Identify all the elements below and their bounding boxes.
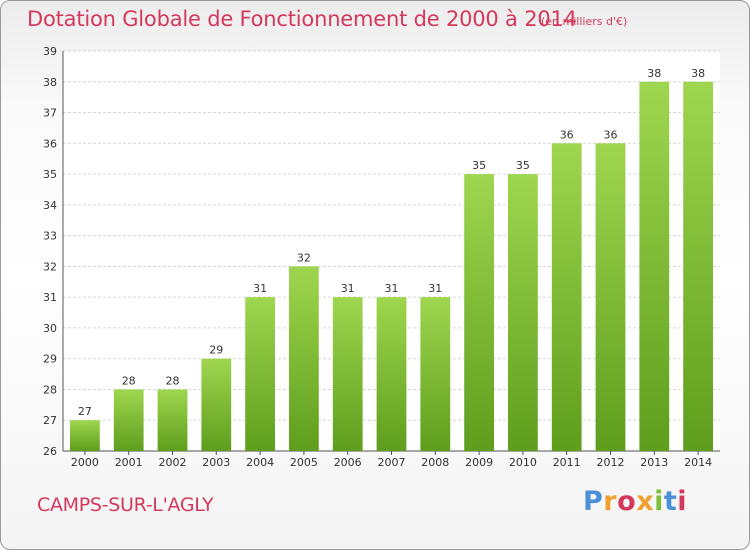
data-label: 35 <box>516 159 530 172</box>
bar <box>508 174 538 452</box>
y-tick-label: 33 <box>43 230 57 243</box>
bar <box>551 143 582 452</box>
x-tick-label: 2014 <box>684 456 712 469</box>
y-tick-label: 26 <box>43 445 57 458</box>
y-tick-label: 27 <box>43 414 57 427</box>
bar <box>683 81 713 452</box>
bar <box>70 420 100 451</box>
data-label: 32 <box>297 251 311 264</box>
proxiti-logo: Proxiti <box>583 486 687 517</box>
x-tick-label: 2008 <box>421 456 449 469</box>
logo-letter: o <box>617 486 637 517</box>
labels-layer: 26 27 28 29 30 31 32 33 34 35 36 37 38 39 27 2000 28 2001… <box>43 45 712 469</box>
commune-name: CAMPS-SUR-L'AGLY <box>37 494 214 516</box>
data-label: 38 <box>691 67 705 80</box>
y-tick-label: 29 <box>43 353 57 366</box>
data-label: 38 <box>647 67 661 80</box>
bar <box>289 266 319 451</box>
y-tick-label: 30 <box>43 322 57 335</box>
x-tick-label: 2005 <box>290 456 318 469</box>
y-tick-label: 36 <box>43 137 57 150</box>
x-tick-label: 2009 <box>465 456 493 469</box>
bars-layer <box>70 81 713 452</box>
logo-letter: x <box>636 486 655 517</box>
data-label: 36 <box>604 128 618 141</box>
bar <box>332 297 363 451</box>
data-label: 31 <box>253 282 267 295</box>
x-tick-label: 2006 <box>334 456 362 469</box>
y-tick-label: 28 <box>43 383 57 396</box>
bar <box>157 389 188 451</box>
x-tick-label: 2000 <box>71 456 99 469</box>
logo-letter: t <box>663 486 678 517</box>
data-label: 31 <box>428 282 442 295</box>
y-tick-label: 37 <box>43 107 57 120</box>
y-tick-label: 38 <box>43 76 57 89</box>
x-tick-label: 2003 <box>202 456 230 469</box>
bar <box>420 297 451 451</box>
logo-letter: i <box>654 486 664 517</box>
y-tick-label: 34 <box>43 199 57 212</box>
y-tick-label: 39 <box>43 45 57 58</box>
unit-note: (en milliers d'€) <box>541 15 628 28</box>
data-label: 27 <box>78 405 92 418</box>
x-tick-label: 2007 <box>378 456 406 469</box>
x-tick-label: 2004 <box>246 456 274 469</box>
logo-letter: r <box>603 486 618 517</box>
bar <box>376 297 407 451</box>
data-label: 28 <box>166 374 180 387</box>
bar <box>245 297 275 451</box>
x-tick-label: 2012 <box>597 456 625 469</box>
logo-letter: P <box>583 486 604 517</box>
y-tick-label: 32 <box>43 260 57 273</box>
data-label: 35 <box>472 159 486 172</box>
bar <box>595 143 626 452</box>
y-tick-label: 31 <box>43 291 57 304</box>
y-tick-label: 35 <box>43 168 57 181</box>
data-label: 36 <box>560 128 574 141</box>
chart-title: Dotation Globale de Fonctionnement de 20… <box>27 7 577 31</box>
logo-letter: i <box>677 486 688 517</box>
x-tick-label: 2010 <box>509 456 537 469</box>
data-label: 31 <box>341 282 355 295</box>
data-label: 29 <box>209 344 223 357</box>
x-tick-label: 2001 <box>115 456 143 469</box>
bar <box>464 174 494 452</box>
bar <box>113 389 144 451</box>
x-tick-label: 2011 <box>553 456 581 469</box>
data-label: 28 <box>122 374 136 387</box>
bar <box>201 358 232 451</box>
bar <box>639 81 670 452</box>
x-tick-label: 2002 <box>159 456 187 469</box>
x-tick-label: 2013 <box>640 456 668 469</box>
data-label: 31 <box>385 282 399 295</box>
